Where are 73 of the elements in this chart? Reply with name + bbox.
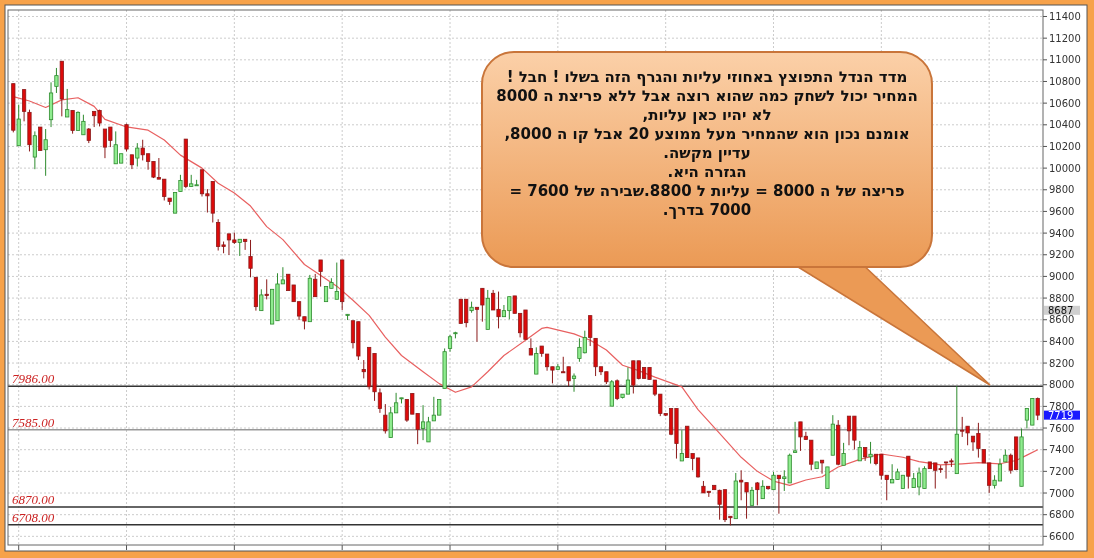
candlestick [318, 259, 323, 288]
text: 8687 [1048, 304, 1074, 316]
y-tick-label: 9400 [1049, 227, 1075, 239]
ref-line-label: 6870.00 [12, 492, 55, 508]
candlestick [534, 346, 539, 375]
candlestick [528, 337, 533, 356]
ref-line-label: 7986.00 [12, 371, 55, 387]
y-tick-label: 8600 [1049, 314, 1075, 326]
annotation: המחיר יכול לשחק כמה שהוא רוצה אבל ללא פריצת ה 8000 לא יהיו כאן עליות, [495, 87, 919, 125]
candlestick [38, 126, 43, 151]
y-tick-label: 10000 [1049, 162, 1081, 174]
ref-line-label: 6708.00 [12, 509, 55, 525]
candlestick [588, 315, 593, 347]
candlestick [571, 372, 577, 393]
candlestick [313, 273, 318, 298]
y-tick-label: 10400 [1049, 119, 1081, 131]
annotation: אומנם נכון הוא שהמחיר מעל ממוצע 20 אבל קו ה 8000, עדיין מקשה. [503, 125, 911, 163]
candlestick [43, 128, 48, 177]
candlestick [474, 306, 480, 343]
candlestick [54, 67, 59, 94]
candlestick [868, 441, 873, 465]
candlestick [243, 238, 248, 251]
candlestick [70, 109, 75, 135]
candlestick [22, 89, 27, 122]
candlestick [615, 378, 620, 401]
y-tick-label: 7200 [1049, 465, 1075, 477]
annotation: פריצה של ה 8000 = עליות ל 8800.שבירה של 7600 = 7000 בדרך. [508, 182, 906, 220]
y-tick-label: 8400 [1049, 336, 1075, 347]
candlestick [906, 455, 911, 490]
y-tick-label: 8000 [1049, 379, 1075, 391]
y-tick-label: 9600 [1049, 206, 1075, 218]
y-tick-label: 7800 [1049, 400, 1075, 412]
candlestick [334, 262, 339, 300]
candlestick [857, 440, 862, 462]
candlestick [172, 191, 178, 214]
candlestick [383, 403, 388, 435]
candlestick [819, 459, 825, 475]
y-tick-label: 7000 [1049, 487, 1075, 499]
candlestick [259, 288, 264, 312]
y-tick-label: 9200 [1049, 249, 1075, 261]
candlestick [248, 239, 253, 278]
candlestick [480, 287, 485, 323]
y-tick-label: 10600 [1049, 97, 1081, 109]
candlestick [1035, 397, 1040, 421]
y-tick-label: 8200 [1049, 357, 1075, 369]
text: 7719 [1048, 409, 1074, 421]
y-tick-label: 9800 [1049, 184, 1075, 196]
y-tick-label: 9000 [1049, 271, 1075, 283]
candlestick [135, 142, 140, 167]
candlestick [760, 479, 765, 500]
candlestick [793, 421, 798, 454]
ref-line-label: 7585.00 [12, 414, 55, 430]
candlestick [32, 130, 37, 170]
y-tick-label: 11000 [1049, 54, 1081, 66]
y-tick-label: 10200 [1049, 141, 1081, 153]
y-tick-label: 7400 [1049, 444, 1075, 456]
y-tick-label: 11200 [1049, 32, 1081, 44]
candlestick [65, 88, 70, 118]
candlestick [749, 486, 755, 506]
candlestick [825, 466, 830, 490]
y-tick-label: 6800 [1049, 509, 1075, 521]
candlestick [377, 388, 382, 414]
candlestick [841, 442, 846, 466]
candlestick [264, 278, 269, 300]
annotation: הגזרה היא. [666, 163, 748, 182]
y-tick-label: 10800 [1049, 76, 1081, 88]
annotation: מדד הנדל התפוצץ באחוזי עליות והגרף הזה בשלו ! חבל ! [505, 68, 909, 87]
y-tick-label: 7600 [1049, 422, 1075, 434]
y-tick-label: 6600 [1049, 530, 1075, 542]
candlestick [679, 429, 684, 462]
y-tick-label: 8800 [1049, 292, 1075, 304]
candlestick [776, 474, 781, 515]
y-tick-label: 11400 [1049, 11, 1081, 23]
